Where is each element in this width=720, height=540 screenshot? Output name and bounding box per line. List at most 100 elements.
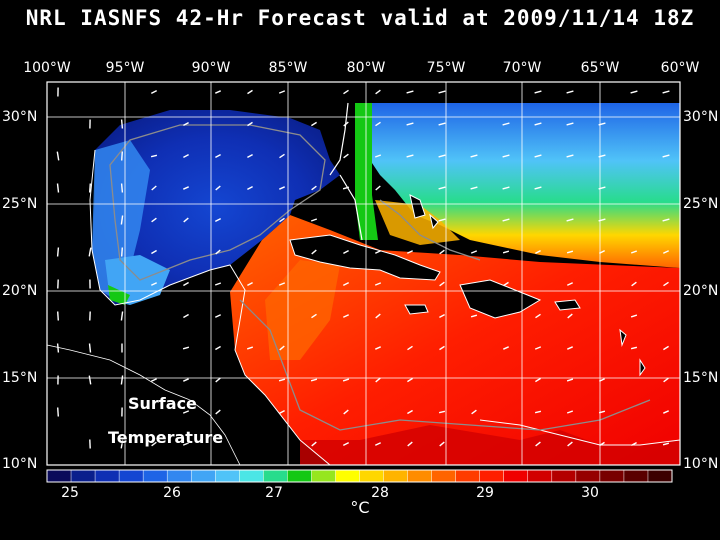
wind-vector: [120, 375, 124, 385]
wind-vector: [375, 346, 381, 350]
hispaniola-island: [459, 279, 542, 319]
wind-vector: [439, 345, 445, 351]
wind-vector: [374, 282, 382, 286]
wind-vector: [630, 90, 638, 94]
gulf-of-mexico-water: [92, 110, 340, 305]
bathymetry-contour: [379, 199, 481, 261]
atlantic-water: [355, 103, 680, 268]
wind-vector: [215, 90, 221, 94]
temperature-label: Temperature: [108, 428, 224, 447]
colorbar-swatch: [167, 470, 192, 482]
wind-vector: [375, 313, 381, 319]
colorbar-swatch: [503, 470, 529, 482]
colorbar-swatch: [599, 470, 625, 482]
wind-vector: [438, 186, 446, 190]
bahamas-shelf-water: [375, 200, 460, 245]
wind-vector: [471, 409, 477, 415]
wind-vector: [279, 153, 285, 159]
wind-vector: [375, 121, 381, 127]
colorbar-swatch: [479, 470, 505, 482]
wind-vector: [374, 250, 382, 254]
wind-vector: [567, 313, 573, 319]
wind-vector: [182, 346, 190, 350]
map-frame: [46, 81, 681, 466]
bahamas-island: [409, 194, 426, 219]
wind-vector: [566, 410, 574, 414]
wind-vector: [247, 281, 253, 287]
colorbar: [46, 469, 673, 483]
wind-vector: [120, 215, 124, 225]
wind-vector: [279, 186, 285, 190]
wind-vector: [310, 378, 318, 382]
wind-vector: [278, 90, 286, 94]
wind-vector: [535, 377, 541, 383]
wind-vector: [503, 281, 509, 287]
colorbar-swatch: [575, 470, 601, 482]
wind-vector: [662, 250, 670, 254]
wind-vector: [534, 122, 542, 126]
wind-vector: [566, 250, 574, 254]
wind-vector: [343, 409, 349, 415]
wind-vector: [567, 441, 573, 447]
wind-vector: [120, 311, 124, 321]
yucatan-channel-warm-water: [265, 260, 340, 360]
wind-vector: [342, 314, 350, 318]
mexico-central-america-coastline: [89, 149, 331, 466]
wind-vector: [566, 122, 574, 126]
wind-vector: [121, 247, 123, 257]
wind-vector: [56, 343, 60, 353]
wind-vector: [151, 217, 157, 223]
wind-vector: [311, 121, 317, 127]
wind-vector: [566, 378, 574, 382]
colorbar-swatch: [407, 470, 432, 482]
latitude-label-left: 30°N: [2, 109, 38, 125]
wind-vector: [375, 89, 381, 95]
bathymetry-contour: [109, 124, 326, 281]
wind-vector: [470, 186, 478, 190]
wind-vector: [183, 281, 189, 287]
lesser-antilles-island: [639, 358, 646, 377]
wind-vector: [535, 313, 541, 319]
wind-vector: [502, 154, 510, 158]
wind-vector: [375, 377, 381, 383]
wind-vector: [247, 121, 253, 127]
wind-vector: [151, 249, 157, 255]
colorbar-swatch: [359, 470, 384, 482]
wind-vector: [663, 345, 669, 351]
wind-vector: [56, 151, 60, 161]
wind-vector: [343, 249, 349, 255]
wind-vector: [406, 154, 414, 158]
colorbar-tick-label: 30: [581, 485, 599, 501]
colorbar-swatch: [263, 470, 288, 482]
colorbar-swatch: [623, 470, 649, 482]
wind-vector: [566, 282, 574, 286]
wind-vector: [182, 442, 190, 446]
wind-vector: [407, 345, 413, 351]
longitude-label: 90°W: [191, 60, 231, 76]
wind-vector: [470, 314, 478, 318]
colorbar-swatch: [191, 470, 216, 482]
wind-vector: [247, 89, 253, 95]
wind-vector: [534, 346, 542, 350]
wind-vector: [598, 186, 606, 190]
wind-vector: [89, 183, 91, 193]
wind-vector: [631, 281, 637, 287]
wind-vector: [438, 218, 446, 222]
southern-caribbean-hot-water: [300, 425, 680, 465]
wind-vector: [663, 410, 669, 414]
wind-vector: [278, 378, 286, 382]
wind-vector: [470, 250, 478, 254]
wind-vector: [598, 218, 606, 222]
wind-vector: [311, 313, 317, 319]
colorbar-tick-label: 28: [371, 485, 389, 501]
colorbar-tick-label: 27: [265, 485, 283, 501]
wind-vector: [120, 439, 124, 449]
wind-vector: [215, 377, 221, 383]
colorbar-swatch: [287, 470, 312, 482]
colorbar-swatch: [311, 470, 336, 482]
longitude-label: 85°W: [268, 60, 308, 76]
gulf-stream: [355, 103, 378, 240]
latitude-label-left: 25°N: [2, 196, 38, 212]
wind-vector: [311, 185, 317, 191]
